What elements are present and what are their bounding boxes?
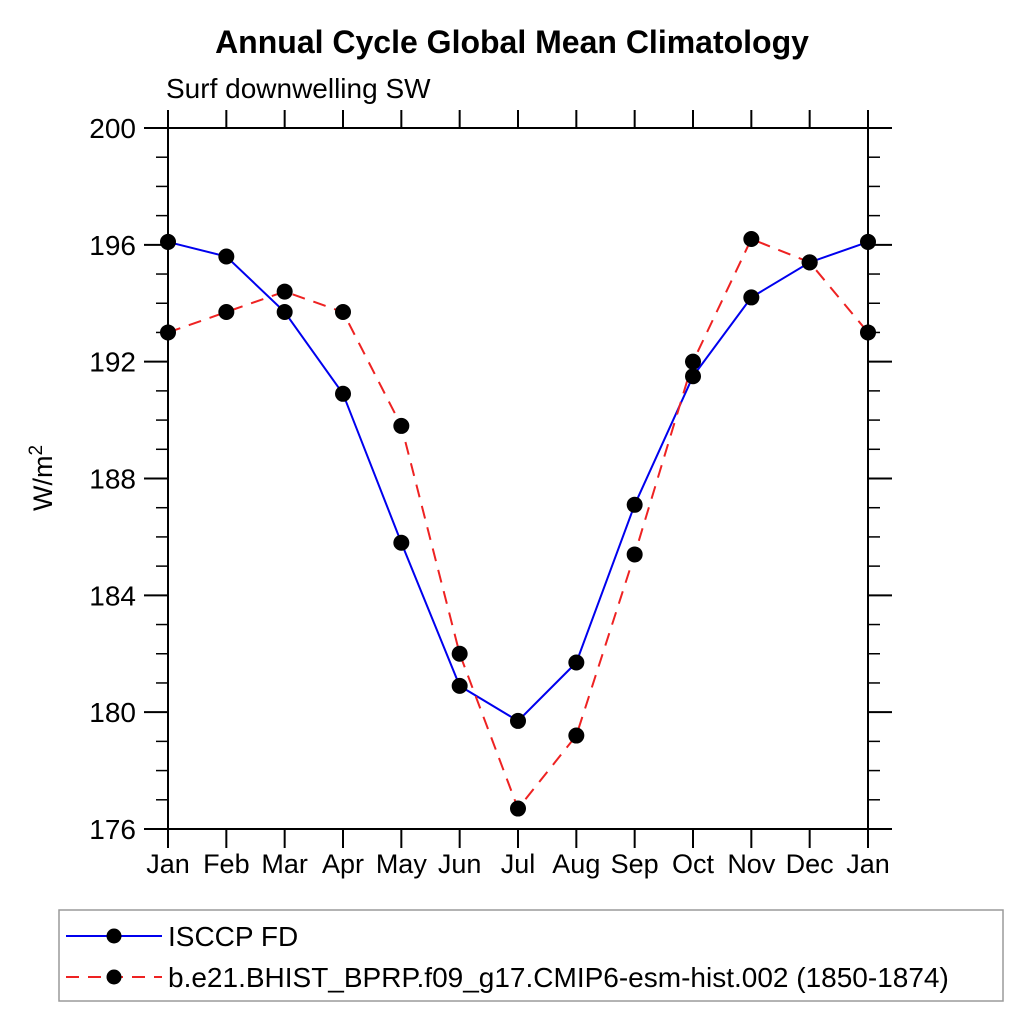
- data-point-marker-model: [743, 230, 760, 247]
- y-tick-label: 200: [89, 113, 136, 144]
- plot-area: Jan Feb Mar Apr May Jun Jul Aug Sep Oct Nov Dec Jan 1…: [89, 110, 892, 879]
- legend-label-isccp-fd: ISCCP FD: [168, 921, 298, 952]
- x-tick-label: Apr: [322, 849, 364, 879]
- data-point-marker-isccp-fd: [568, 654, 585, 671]
- data-point-marker-model: [451, 645, 468, 662]
- legend-entry-isccp-fd: ISCCP FD: [66, 921, 298, 952]
- data-point-marker-isccp-fd: [510, 712, 526, 729]
- x-tick-label: May: [376, 849, 428, 879]
- chart-subtitle: Surf downwelling SW: [166, 73, 431, 104]
- data-point-marker-isccp-fd: [743, 289, 760, 306]
- data-point-marker-model: [801, 254, 818, 271]
- y-tick-label: 196: [89, 230, 136, 261]
- y-tick-label: 188: [89, 464, 136, 495]
- x-tick-label: Aug: [552, 849, 600, 879]
- data-point-marker-model: [276, 283, 293, 300]
- x-tick-label: Nov: [727, 849, 776, 879]
- x-tick-label: Mar: [261, 849, 308, 879]
- x-tick-label: Jan: [846, 849, 890, 879]
- data-point-marker-isccp-fd: [685, 368, 701, 385]
- legend-entry-model: b.e21.BHIST_BPRP.f09_g17.CMIP6-esm-hist.…: [66, 962, 949, 993]
- legend-box: [58, 909, 1004, 1002]
- data-point-marker-model: [685, 353, 701, 370]
- y-tick-label: 176: [89, 814, 136, 845]
- data-point-marker-model: [393, 417, 410, 434]
- x-tick-label: Oct: [672, 849, 715, 879]
- legend-marker-dot: [106, 969, 122, 985]
- x-tick-label: Feb: [203, 849, 250, 879]
- plot-frame: [167, 127, 869, 830]
- data-point-marker-isccp-fd: [335, 385, 351, 402]
- data-point-marker-isccp-fd: [218, 248, 235, 265]
- data-point-marker-model: [510, 800, 526, 817]
- x-tick-label: Jan: [146, 849, 190, 879]
- y-tick-label: 192: [89, 347, 136, 378]
- x-tick-label: Jun: [438, 849, 482, 879]
- legend-label-model: b.e21.BHIST_BPRP.f09_g17.CMIP6-esm-hist.…: [168, 962, 949, 993]
- chart-title: Annual Cycle Global Mean Climatology: [215, 24, 809, 60]
- y-axis-title: W/m2: [26, 445, 58, 511]
- data-point-marker-model: [218, 304, 235, 321]
- legend-marker-dot: [106, 928, 122, 944]
- data-point-marker-model: [335, 304, 351, 321]
- data-point-marker-isccp-fd: [626, 496, 643, 513]
- y-tick-label: 180: [89, 697, 136, 728]
- data-point-marker-model: [626, 546, 643, 563]
- x-tick-label: Dec: [786, 849, 834, 879]
- series-line-isccp-fd: [167, 240, 869, 723]
- data-point-marker-isccp-fd: [393, 534, 410, 551]
- x-tick-label: Jul: [501, 849, 536, 879]
- data-point-marker-isccp-fd: [451, 677, 468, 694]
- data-point-marker-model: [568, 727, 585, 744]
- x-tick-label: Sep: [611, 849, 659, 879]
- data-point-marker-isccp-fd: [276, 304, 293, 321]
- y-axis-title-superscript: 2: [26, 445, 47, 456]
- legend: ISCCP FD b.e21.BHIST_BPRP.f09_g17.CMIP6-…: [58, 909, 1004, 1002]
- y-tick-label: 184: [89, 580, 136, 611]
